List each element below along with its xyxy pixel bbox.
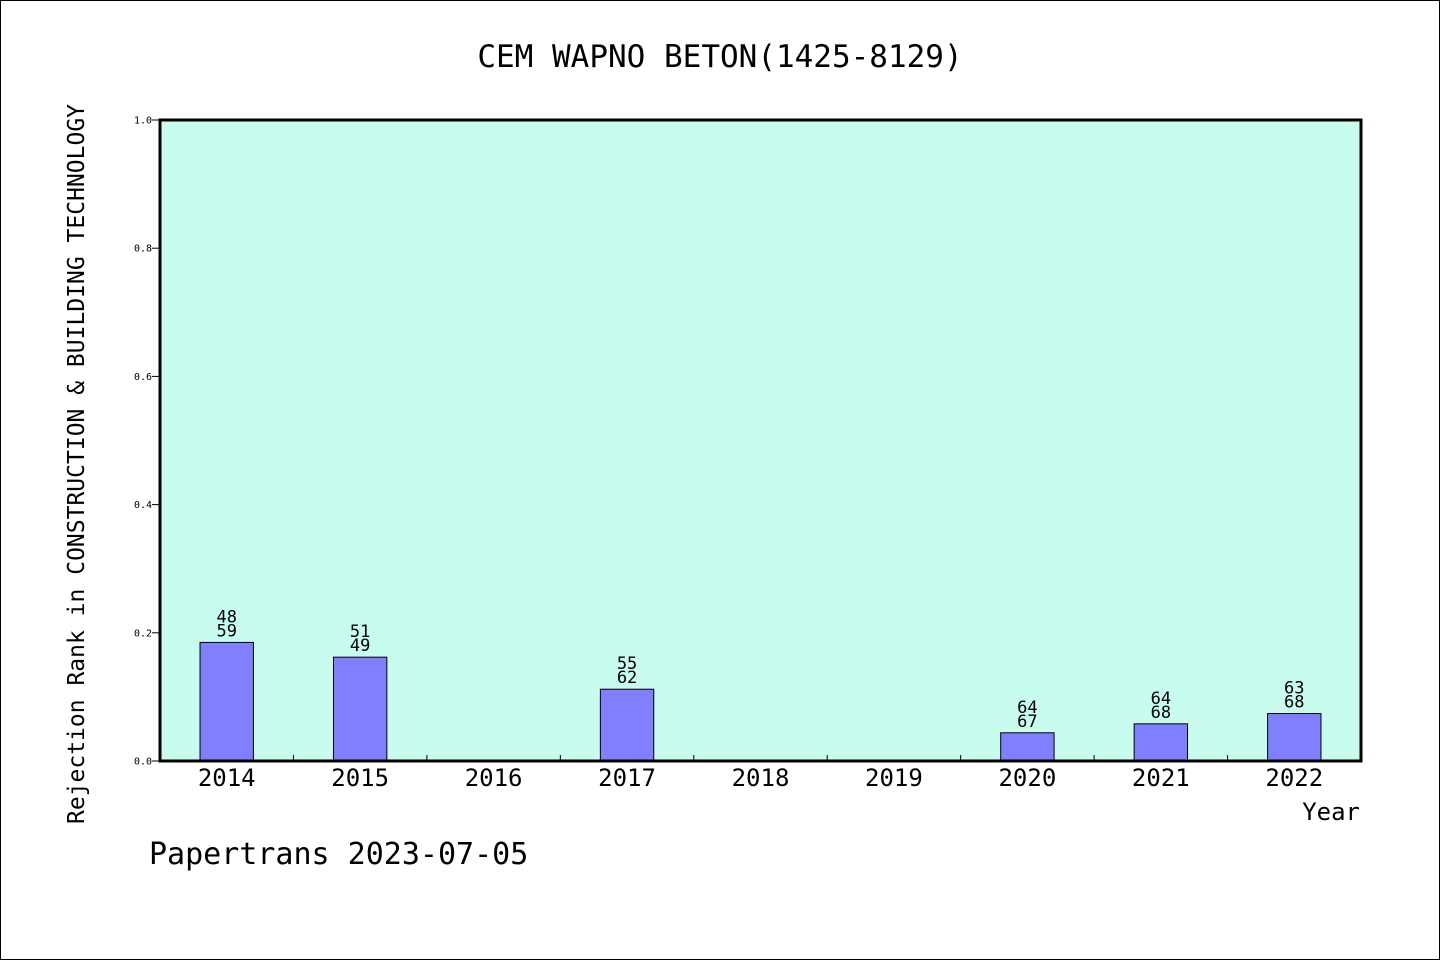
x-tick-label: 2021: [1132, 764, 1190, 792]
bar-2020: [1000, 732, 1055, 762]
y-tick-label: 0.6: [134, 372, 152, 383]
y-tick-label: 0.2: [134, 628, 152, 639]
bar-label-bottom: 67: [1017, 712, 1037, 732]
bar-label-top: 64: [1151, 689, 1171, 709]
bar-label-top: 51: [350, 622, 370, 642]
bar-label-bottom: 68: [1284, 693, 1304, 713]
bar-2021: [1133, 723, 1189, 762]
y-tick-label: 0.0: [134, 757, 152, 768]
bar-2015: [332, 656, 388, 762]
y-tick-label: 0.8: [134, 244, 152, 255]
bar-label-bottom: 68: [1151, 703, 1171, 723]
bar-label-top: 55: [617, 654, 637, 674]
x-tick-label: 2020: [998, 764, 1056, 792]
bar-label-bottom: 59: [216, 621, 236, 641]
bar-2014: [199, 641, 254, 762]
y-axis-ticks: 0.0 0.2 0.4 0.6 0.8 1.0: [134, 116, 160, 768]
x-tick-label: 2019: [865, 764, 923, 792]
bar-label-bottom: 62: [617, 668, 637, 688]
x-axis-label: Year: [1302, 798, 1360, 826]
x-tick-label: 2014: [198, 764, 256, 792]
y-axis-label: Rejection Rank in CONSTRUCTION & BUILDIN…: [64, 104, 90, 824]
x-tick-label: 2016: [465, 764, 523, 792]
footer-source-date: Papertrans 2023-07-05: [149, 837, 528, 872]
x-axis-ticks: 2014 2015 2016 2017 2018 2019 2020 2021 2022: [198, 755, 1323, 792]
plot-border: [158, 118, 1363, 763]
bar-label-top: 63: [1284, 679, 1304, 699]
x-tick-label: 2018: [732, 764, 790, 792]
bars: [199, 641, 1322, 762]
y-tick-label: 1.0: [134, 116, 152, 127]
x-tick-label: 2022: [1265, 764, 1323, 792]
x-tick-label: 2017: [598, 764, 656, 792]
bar-2017: [599, 688, 655, 762]
y-tick-label: 0.4: [134, 500, 152, 511]
bar-2022: [1267, 713, 1322, 762]
bar-label-bottom: 49: [350, 636, 370, 656]
x-tick-label: 2015: [331, 764, 389, 792]
plot-area: [160, 120, 1361, 761]
bar-label-top: 64: [1017, 698, 1037, 718]
chart-title: CEM WAPNO BETON(1425-8129): [477, 39, 962, 75]
bar-label-top: 48: [216, 607, 236, 627]
